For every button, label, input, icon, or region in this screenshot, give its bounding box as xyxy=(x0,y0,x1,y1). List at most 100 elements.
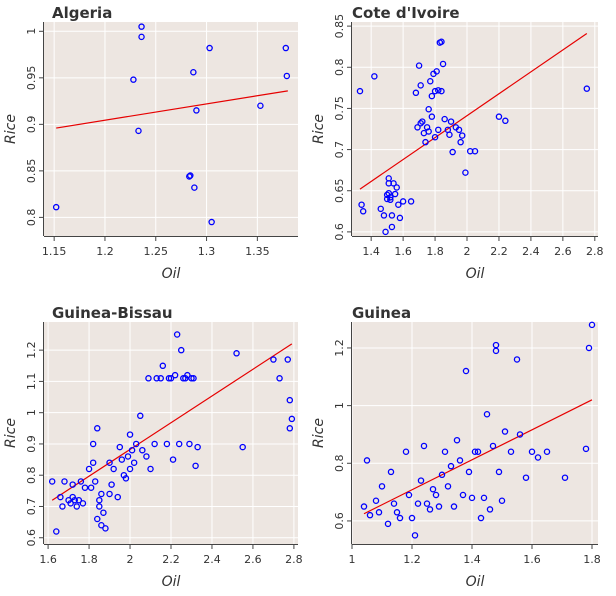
data-point xyxy=(372,497,380,505)
y-tick-label: 0.9 xyxy=(25,116,38,134)
data-point xyxy=(441,115,448,123)
x-tick-label: 1.6 xyxy=(39,553,57,566)
plot-area xyxy=(352,322,598,544)
data-point xyxy=(384,520,392,528)
data-point xyxy=(388,212,396,219)
x-tick-label: 1.8 xyxy=(426,245,444,258)
data-point xyxy=(441,448,449,455)
data-point xyxy=(439,60,447,68)
data-point xyxy=(425,128,432,135)
data-point xyxy=(395,201,402,208)
chart-title: Algeria xyxy=(52,4,112,22)
data-point xyxy=(286,396,294,404)
data-point xyxy=(100,509,107,516)
data-point xyxy=(495,468,503,476)
data-point xyxy=(138,23,145,30)
data-point xyxy=(428,92,436,100)
data-point xyxy=(288,415,296,423)
data-point xyxy=(417,477,425,484)
data-point xyxy=(98,521,105,529)
data-point xyxy=(106,459,113,466)
data-point xyxy=(89,440,97,448)
data-point xyxy=(126,465,134,473)
x-tick-label: 1.4 xyxy=(463,553,481,566)
data-point xyxy=(522,474,530,481)
data-point xyxy=(382,228,389,236)
data-point xyxy=(426,506,434,513)
y-tick-label: 0.8 xyxy=(333,59,346,77)
data-point xyxy=(169,456,177,463)
x-tick-label: 1.25 xyxy=(144,245,169,258)
data-point xyxy=(52,203,60,211)
data-point xyxy=(147,465,154,473)
y-tick-label: 0.85 xyxy=(333,14,346,39)
data-point xyxy=(130,76,137,83)
data-point xyxy=(239,443,246,451)
data-point xyxy=(390,180,397,187)
data-point xyxy=(124,453,132,460)
data-point xyxy=(67,500,74,507)
data-point xyxy=(139,446,146,454)
data-point xyxy=(371,73,378,80)
data-point xyxy=(380,212,388,219)
y-tick-label: 1.2 xyxy=(25,341,38,359)
y-tick-label: 0.95 xyxy=(25,66,38,91)
data-point xyxy=(507,448,515,455)
data-point xyxy=(186,440,193,448)
data-point xyxy=(61,478,68,485)
data-point xyxy=(583,85,591,92)
panel-2: 1.4 1.6 1.8 2 2.2 2.4 2.6 2.8 0.6 0.65 0.7 0.75 0.8 0… xyxy=(311,4,604,282)
x-axis-label: Oil xyxy=(466,266,485,282)
data-point xyxy=(561,474,569,481)
data-point xyxy=(73,503,81,510)
data-point xyxy=(282,44,290,52)
panel-3: 1.6 1.8 2 2.2 2.4 2.6 2.8 0.6 0.7 0.8 0.9 1 1.1 1.2 Gu… xyxy=(3,304,303,590)
data-point xyxy=(190,68,197,76)
data-point xyxy=(48,478,56,485)
data-point xyxy=(428,113,436,120)
data-point xyxy=(175,440,183,448)
data-point xyxy=(77,478,85,485)
data-point xyxy=(110,465,117,473)
x-tick-label: 1.8 xyxy=(80,553,98,566)
data-point xyxy=(447,118,455,125)
data-point xyxy=(422,138,429,146)
data-point xyxy=(233,350,240,357)
data-point xyxy=(193,107,200,114)
data-point xyxy=(480,494,488,502)
data-point xyxy=(534,454,542,461)
data-point xyxy=(492,341,500,349)
regression-line xyxy=(56,90,288,129)
panel-4: 1 1.2 1.4 1.6 1.8 0.6 0.8 1 1.2 Guinea Oil Rice xyxy=(311,304,601,590)
data-point xyxy=(135,127,142,135)
x-tick-label: 1.6 xyxy=(394,245,412,258)
regression-line xyxy=(51,343,293,501)
data-point xyxy=(435,87,442,94)
data-point xyxy=(447,462,455,470)
data-point xyxy=(79,500,87,507)
data-point xyxy=(177,346,185,354)
data-point xyxy=(167,375,175,382)
x-tick-label: 2.8 xyxy=(586,245,604,258)
data-point xyxy=(474,448,482,455)
data-point xyxy=(191,184,198,191)
y-tick-label: 0.7 xyxy=(333,141,346,159)
data-point xyxy=(128,446,136,454)
data-point xyxy=(286,425,294,432)
data-point xyxy=(375,509,383,516)
plot-area xyxy=(352,22,598,236)
x-tick-label: 2.2 xyxy=(490,245,508,258)
data-point xyxy=(513,356,521,363)
data-point xyxy=(171,371,179,379)
data-point xyxy=(284,356,292,363)
y-axis-label: Rice xyxy=(3,418,19,448)
data-point xyxy=(270,356,277,363)
data-point xyxy=(446,131,453,139)
data-point xyxy=(145,375,152,382)
x-tick-label: 2 xyxy=(464,245,471,258)
x-tick-label: 1 xyxy=(349,553,356,566)
data-point xyxy=(414,500,422,507)
data-point xyxy=(143,453,150,460)
x-tick-label: 2.8 xyxy=(285,553,303,566)
